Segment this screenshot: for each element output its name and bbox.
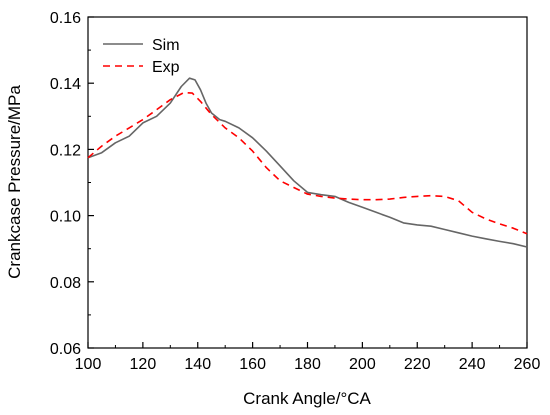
x-tick-label: 160 (239, 356, 266, 373)
x-axis-title: Crank Angle/°CA (243, 389, 371, 408)
x-tick-label: 220 (404, 356, 431, 373)
x-axis-ticks: 100 120 140 160 180 200 220 240 260 (75, 342, 541, 373)
legend-label-sim: Sim (152, 37, 180, 54)
plot-area: 100 120 140 160 180 200 220 240 260 0.06 0.08 0.10… (50, 10, 541, 373)
y-tick-label: 0.08 (50, 275, 81, 292)
legend-label-exp: Exp (152, 59, 180, 76)
legend: Sim Exp (103, 37, 180, 76)
x-tick-label: 260 (514, 356, 541, 373)
y-tick-label: 0.06 (50, 341, 81, 358)
series-layer (87, 77, 528, 248)
series-line-sim (87, 77, 528, 248)
x-tick-label: 240 (459, 356, 486, 373)
y-tick-label: 0.12 (50, 142, 81, 159)
x-tick-label: 120 (130, 356, 157, 373)
y-axis-title: Crankcase Pressure/MPa (5, 85, 24, 279)
series-line-exp (87, 91, 528, 235)
y-tick-label: 0.14 (50, 76, 81, 93)
x-tick-label: 180 (294, 356, 321, 373)
y-tick-label: 0.10 (50, 209, 81, 226)
x-tick-label: 140 (184, 356, 211, 373)
y-axis-ticks: 0.06 0.08 0.10 0.12 0.14 0.16 (50, 10, 94, 358)
x-tick-label: 100 (75, 356, 102, 373)
y-tick-label: 0.16 (50, 10, 81, 27)
x-tick-label: 200 (349, 356, 376, 373)
